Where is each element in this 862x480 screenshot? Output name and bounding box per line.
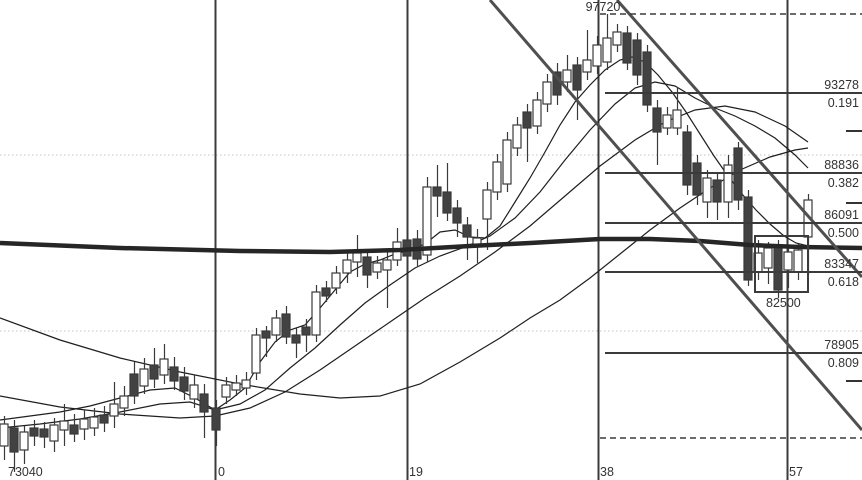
candle-body-bull bbox=[793, 249, 803, 273]
fib-ratio-label: 0.191 bbox=[828, 96, 859, 110]
trend-line bbox=[615, 0, 862, 278]
candle-body-bull bbox=[382, 259, 392, 271]
candle-body-bear bbox=[129, 373, 139, 397]
trend-line bbox=[488, 0, 862, 431]
candle-body-bull bbox=[342, 259, 352, 274]
candle-body-bear bbox=[179, 376, 189, 392]
x-axis-label: 0 bbox=[218, 465, 225, 479]
candle-body-bull bbox=[492, 161, 502, 193]
candle-body-bull bbox=[49, 424, 59, 442]
fib-ratio-label: 0.809 bbox=[828, 356, 859, 370]
candle-body-bear bbox=[291, 334, 301, 344]
candle-body-bear bbox=[632, 39, 642, 76]
x-axis-label: 19 bbox=[409, 465, 423, 479]
candle-body-bull bbox=[592, 44, 602, 67]
candle-body-bull bbox=[311, 291, 321, 336]
x-axis-label: 73040 bbox=[8, 465, 43, 479]
candle-body-bull bbox=[422, 186, 432, 256]
candle-body-bull bbox=[89, 416, 99, 429]
candle-body-bear bbox=[29, 427, 39, 437]
candle-body-bull bbox=[702, 177, 712, 203]
candle-body-bull bbox=[783, 251, 793, 271]
annotation-price-label: 82500 bbox=[766, 296, 801, 310]
candle-body-bull bbox=[602, 37, 612, 63]
candle-body-bull bbox=[231, 382, 241, 391]
candle-body-bull bbox=[723, 164, 733, 203]
candle-body-bull bbox=[672, 109, 682, 129]
candle-body-bear bbox=[622, 32, 632, 64]
candle-body-bear bbox=[362, 256, 372, 276]
fib-ratio-label: 0.382 bbox=[828, 176, 859, 190]
candle-body-bear bbox=[522, 111, 532, 129]
candle-body-bull bbox=[331, 272, 341, 289]
candle-body-bear bbox=[682, 131, 692, 186]
candle-body-bull bbox=[139, 368, 149, 387]
candle-body-bear bbox=[743, 196, 753, 281]
candle-body-bull bbox=[79, 418, 89, 430]
candle-body-bull bbox=[612, 31, 622, 46]
moving-average-line-3 bbox=[0, 105, 809, 419]
candle-body-bull bbox=[763, 247, 773, 269]
fib-ratio-label: 0.500 bbox=[828, 226, 859, 240]
candle-body-bull bbox=[59, 420, 69, 431]
candle-body-bull bbox=[532, 99, 542, 127]
candle-body-bull bbox=[109, 403, 119, 417]
fib-ratio-label: 0.618 bbox=[828, 275, 859, 289]
fib-price-label: 93278 bbox=[824, 78, 859, 92]
candle-body-bear bbox=[301, 326, 311, 336]
candle-body-bull bbox=[271, 317, 281, 336]
candle-body-bull bbox=[542, 81, 552, 105]
candle-body-bull bbox=[502, 139, 512, 185]
candle-body-bear bbox=[442, 191, 452, 214]
candle-body-bull bbox=[159, 358, 169, 376]
candle-body-bull bbox=[372, 262, 382, 273]
fib-price-label: 86091 bbox=[824, 208, 859, 222]
candle-body-bear bbox=[462, 224, 472, 238]
candle-body-bear bbox=[572, 64, 582, 91]
candle-body-bull bbox=[221, 384, 231, 398]
candle-body-bull bbox=[512, 124, 522, 149]
candle-body-bear bbox=[642, 51, 652, 106]
peak-price-label: 97720 bbox=[586, 0, 621, 14]
candle-body-bull bbox=[582, 59, 592, 73]
fib-price-label: 83347 bbox=[824, 257, 859, 271]
x-axis-label: 38 bbox=[600, 465, 614, 479]
candle-body-bull bbox=[662, 114, 672, 129]
candle-body-bear bbox=[692, 162, 702, 196]
candle-body-bear bbox=[281, 313, 291, 338]
candle-body-bear bbox=[9, 427, 19, 453]
annotation-box[interactable] bbox=[754, 235, 809, 293]
candle-body-bull bbox=[352, 252, 362, 263]
candle-body-bear bbox=[652, 107, 662, 133]
candle-body-bear bbox=[149, 364, 159, 380]
candle-body-bull bbox=[562, 69, 572, 83]
candle-body-bear bbox=[773, 246, 783, 291]
candle-body-bull bbox=[241, 379, 251, 389]
candle-body-bear bbox=[432, 186, 442, 197]
fib-price-label: 78905 bbox=[824, 338, 859, 352]
candle-body-bear bbox=[39, 428, 49, 438]
candle-body-bull bbox=[19, 431, 29, 451]
candle-body-bear bbox=[169, 366, 179, 382]
x-axis-label: 57 bbox=[789, 465, 803, 479]
candle-body-bear bbox=[69, 424, 79, 435]
thick-moving-average-line bbox=[0, 236, 862, 255]
candle-body-bear bbox=[452, 207, 462, 224]
candle-body-bull bbox=[119, 395, 129, 409]
candle-body-bear bbox=[99, 414, 109, 424]
candle-body-bull bbox=[482, 189, 492, 220]
candle-body-bull bbox=[251, 334, 261, 374]
candle-body-bull bbox=[189, 384, 199, 400]
fib-price-label: 88836 bbox=[824, 158, 859, 172]
candle-body-bear bbox=[211, 407, 221, 431]
candle-body-bear bbox=[261, 330, 271, 339]
candle-body-bear bbox=[712, 179, 722, 203]
candle-body-bull bbox=[0, 423, 9, 447]
candle-body-bear bbox=[321, 287, 331, 297]
candle-body-bear bbox=[199, 393, 209, 413]
